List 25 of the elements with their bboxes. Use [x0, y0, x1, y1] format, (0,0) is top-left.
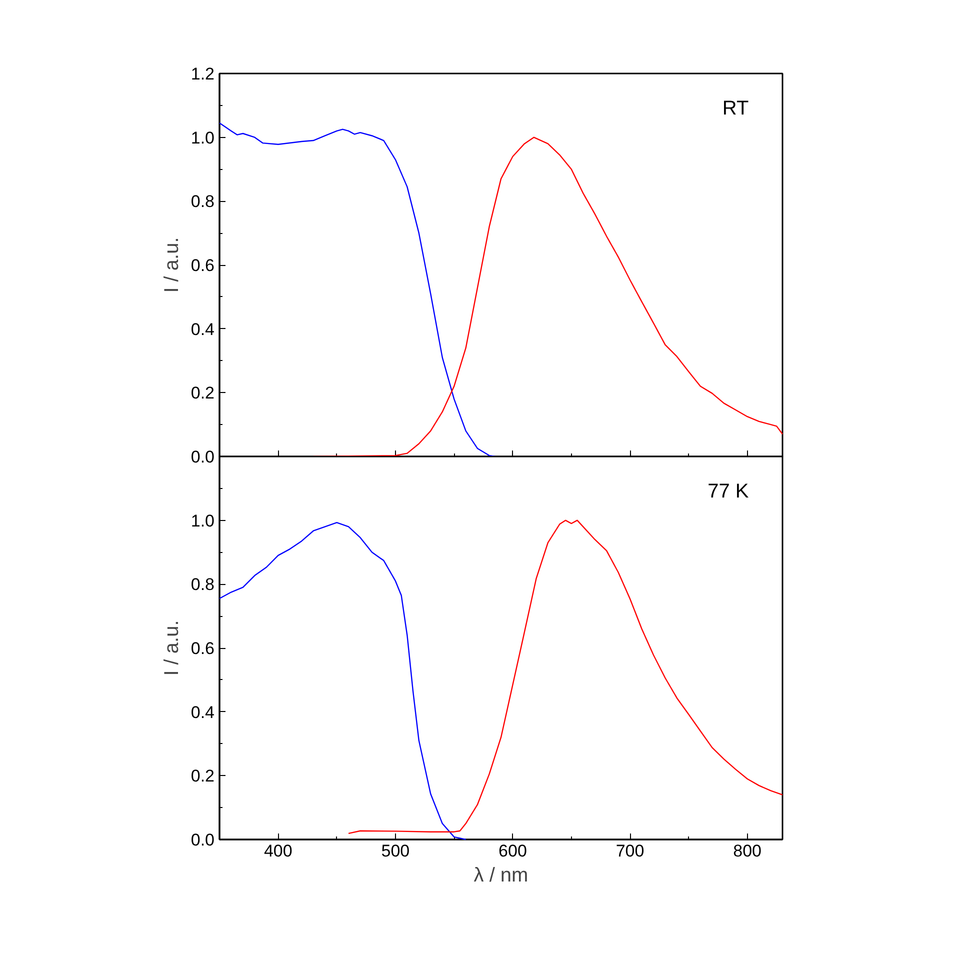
y-tick-label: 0.0: [190, 448, 215, 466]
y-tick-label: 0.6: [190, 256, 215, 275]
y-tick-label: 0.6: [190, 639, 215, 658]
y-axis-title: I / a.u.: [160, 620, 183, 676]
x-tick-label: 800: [733, 842, 762, 860]
annotation: RT: [722, 97, 749, 120]
y-axis-title: I / a.u.: [160, 237, 183, 293]
y-tick-label: 1.2: [190, 64, 215, 84]
x-tick-label: 600: [498, 842, 527, 860]
y-tick-label: 0.8: [190, 575, 215, 594]
x-tick-label: 700: [616, 842, 644, 860]
y-tick-label: 1.0: [190, 128, 215, 148]
line-series: [348, 520, 784, 834]
annotation: 77 K: [708, 480, 750, 502]
y-tick-label: 0.8: [190, 192, 215, 212]
y-tick-label: 0.2: [190, 766, 215, 786]
line-series: [218, 122, 496, 458]
x-tick-label: 500: [381, 842, 410, 860]
y-tick-label: 0.4: [190, 320, 215, 339]
x-axis-title: λ / nm: [474, 864, 528, 886]
y-tick-label: 0.4: [190, 702, 215, 722]
y-tick-label: 1.0: [190, 511, 215, 530]
y-tick-label: 0.2: [190, 384, 215, 403]
x-tick-label: 400: [264, 842, 292, 860]
y-tick-label: 0.0: [190, 830, 215, 850]
